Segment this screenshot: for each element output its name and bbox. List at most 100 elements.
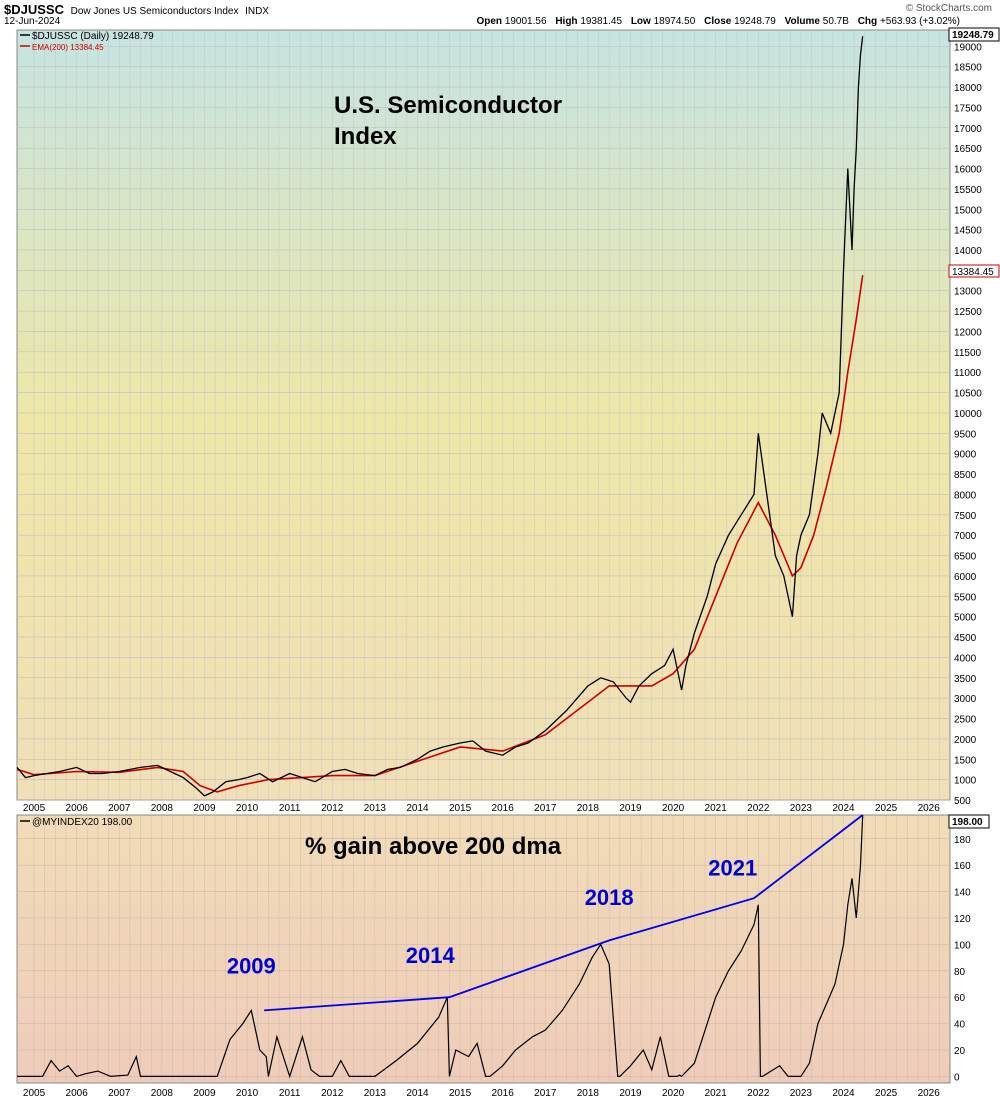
gain-xtick-label: 2024 bbox=[832, 1088, 855, 1099]
price-ytick-label: 1500 bbox=[954, 755, 977, 766]
gain-ytick-label: 100 bbox=[954, 940, 971, 951]
price-line bbox=[16, 36, 864, 797]
ema-line bbox=[16, 274, 864, 793]
price-xtick-label: 2007 bbox=[108, 803, 131, 814]
price-xtick-label: 2017 bbox=[534, 803, 557, 814]
peak-year-label: 2021 bbox=[708, 856, 757, 881]
price-xtick-label: 2005 bbox=[23, 803, 46, 814]
price-ytick-label: 6500 bbox=[954, 552, 977, 563]
price-ytick-label: 15500 bbox=[954, 185, 982, 196]
index-name: Dow Jones US Semiconductors Index bbox=[70, 6, 239, 17]
price-xtick-label: 2008 bbox=[151, 803, 174, 814]
price-panel bbox=[16, 29, 951, 801]
price-ytick-label: 9500 bbox=[954, 429, 977, 440]
high-value: 19381.45 bbox=[580, 16, 623, 27]
price-ytick-label: 8000 bbox=[954, 490, 977, 501]
price-ytick-label: 11000 bbox=[954, 368, 982, 379]
gain-grid bbox=[17, 815, 950, 1083]
gain-xtick-label: 2014 bbox=[406, 1088, 429, 1099]
gain-xtick-label: 2010 bbox=[236, 1088, 259, 1099]
gain-xtick-label: 2011 bbox=[279, 1088, 301, 1099]
price-ytick-label: 7500 bbox=[954, 511, 977, 522]
high-label: High bbox=[555, 16, 578, 27]
symbol-title: $DJUSSC Dow Jones US Semiconductors Inde… bbox=[4, 2, 269, 17]
price-ytick-label: 3500 bbox=[954, 674, 977, 685]
gain-xtick-label: 2015 bbox=[449, 1088, 472, 1099]
gain-xtick-label: 2005 bbox=[23, 1088, 46, 1099]
price-xtick-label: 2025 bbox=[875, 803, 898, 814]
volume-value: 50.7B bbox=[822, 16, 849, 27]
peak-year-label: 2009 bbox=[227, 953, 276, 978]
gain-xtick-label: 2020 bbox=[662, 1088, 685, 1099]
price-xtick-label: 2015 bbox=[449, 803, 472, 814]
price-grid bbox=[17, 30, 950, 801]
trend-line bbox=[264, 814, 864, 1012]
gain-ytick-label: 0 bbox=[954, 1072, 960, 1083]
chart-date: 12-Jun-2024 bbox=[4, 16, 61, 27]
price-ytick-label: 13000 bbox=[954, 287, 982, 298]
price-xtick-label: 2018 bbox=[577, 803, 600, 814]
low-label: Low bbox=[630, 16, 651, 27]
gain-xtick-label: 2008 bbox=[151, 1088, 174, 1099]
gain-xtick-label: 2021 bbox=[705, 1088, 728, 1099]
ema-tag-box bbox=[948, 264, 1000, 278]
chart-header: $DJUSSC Dow Jones US Semiconductors Inde… bbox=[0, 0, 1000, 30]
gain-xtick-label: 2007 bbox=[108, 1088, 131, 1099]
gain-tag-box bbox=[948, 814, 990, 829]
price-ytick-label: 2000 bbox=[954, 735, 977, 746]
price-ytick-label: 500 bbox=[954, 796, 971, 807]
legend-gain: @MYINDEX20 198.00 bbox=[32, 817, 133, 828]
price-xtick-label: 2022 bbox=[747, 803, 770, 814]
gain-ytick-label: 160 bbox=[954, 861, 971, 872]
gain-xtick-label: 2019 bbox=[619, 1088, 642, 1099]
price-xtick-label: 2021 bbox=[705, 803, 728, 814]
price-xtick-label: 2006 bbox=[66, 803, 89, 814]
open-value: 19001.56 bbox=[504, 16, 547, 27]
chg-value: +563.93 (+3.02%) bbox=[879, 16, 960, 27]
price-tag: 19248.79 bbox=[952, 30, 994, 41]
gain-xtick-label: 2006 bbox=[66, 1088, 89, 1099]
price-ytick-label: 10500 bbox=[954, 389, 982, 400]
exchange: INDX bbox=[245, 6, 269, 17]
price-ytick-label: 17000 bbox=[954, 124, 982, 135]
gain-xtick-label: 2018 bbox=[577, 1088, 600, 1099]
gain-ytick-label: 180 bbox=[954, 835, 971, 846]
price-ytick-label: 17500 bbox=[954, 103, 982, 114]
price-ytick-label: 10000 bbox=[954, 409, 982, 420]
gain-tag: 198.00 bbox=[952, 817, 983, 828]
close-label: Close bbox=[704, 16, 732, 27]
price-xtick-label: 2013 bbox=[364, 803, 387, 814]
gain-xtick-label: 2012 bbox=[321, 1088, 344, 1099]
price-ytick-label: 12500 bbox=[954, 307, 982, 318]
open-label: Open bbox=[476, 16, 503, 27]
price-ytick-label: 18000 bbox=[954, 83, 982, 94]
peak-year-label: 2018 bbox=[585, 885, 634, 910]
symbol: $DJUSSC bbox=[4, 2, 64, 17]
price-ytick-label: 12000 bbox=[954, 327, 982, 338]
brand-logo: © StockCharts.com bbox=[905, 3, 992, 14]
price-ytick-label: 4500 bbox=[954, 633, 977, 644]
gain-xtick-label: 2026 bbox=[918, 1088, 941, 1099]
ema-tag: 13384.45 bbox=[952, 267, 994, 278]
price-xtick-label: 2024 bbox=[832, 803, 855, 814]
gain-annotation: % gain above 200 dma bbox=[305, 833, 562, 860]
price-ytick-label: 2500 bbox=[954, 715, 977, 726]
price-ytick-label: 9000 bbox=[954, 450, 977, 461]
price-ytick-label: 5500 bbox=[954, 592, 977, 603]
price-xtick-label: 2016 bbox=[492, 803, 515, 814]
gain-ytick-label: 140 bbox=[954, 888, 971, 899]
gain-line bbox=[17, 814, 864, 1079]
price-xtick-label: 2012 bbox=[321, 803, 344, 814]
price-ytick-label: 4000 bbox=[954, 653, 977, 664]
gain-xtick-label: 2016 bbox=[492, 1088, 515, 1099]
price-ytick-label: 11500 bbox=[954, 348, 982, 359]
price-tag-box bbox=[948, 27, 1000, 42]
volume-label: Volume bbox=[784, 16, 820, 27]
gain-ytick-label: 80 bbox=[954, 967, 966, 978]
price-annotation-line-2: Index bbox=[334, 123, 397, 150]
gain-xtick-label: 2017 bbox=[534, 1088, 557, 1099]
price-ytick-label: 15000 bbox=[954, 205, 982, 216]
gain-ytick-label: 120 bbox=[954, 914, 971, 925]
legend-ema: EMA(200) 13384.45 bbox=[32, 43, 104, 52]
